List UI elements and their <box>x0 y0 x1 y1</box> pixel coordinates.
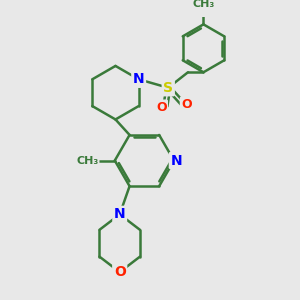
Text: N: N <box>170 154 182 168</box>
Text: O: O <box>156 101 166 114</box>
Text: N: N <box>114 207 125 221</box>
Text: O: O <box>181 98 192 111</box>
Text: O: O <box>114 265 126 279</box>
Text: CH₃: CH₃ <box>76 156 99 166</box>
Text: CH₃: CH₃ <box>193 0 215 9</box>
Text: S: S <box>163 81 173 95</box>
Text: N: N <box>133 72 145 86</box>
